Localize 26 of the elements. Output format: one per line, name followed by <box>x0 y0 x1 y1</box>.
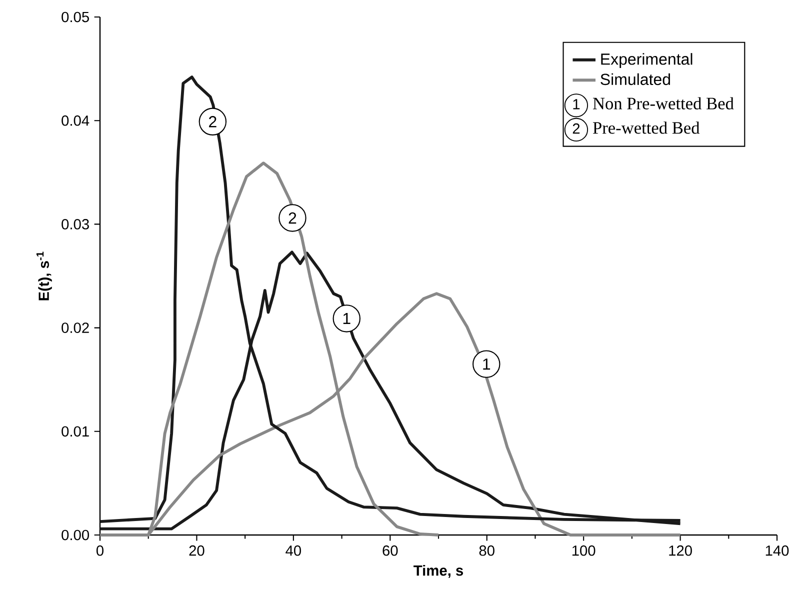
annotation: 2 <box>572 123 580 134</box>
y-tick-label: 0.02 <box>62 322 89 333</box>
x-tick-label: 80 <box>479 545 494 556</box>
annotation: Pre-wetted Bed <box>592 122 700 134</box>
y-tick-label: 0.00 <box>62 530 90 540</box>
legend-label: Experimental <box>601 53 692 68</box>
x-axis-title: Time, s <box>414 564 464 578</box>
x-tick-label: 20 <box>189 545 204 556</box>
annotation: 2 <box>209 116 216 128</box>
legend-label: Simulated <box>600 73 670 86</box>
x-tick-label: 60 <box>382 545 398 556</box>
x-tick-label: 0 <box>96 545 104 556</box>
x-tick-label: 100 <box>572 545 596 556</box>
x-tick-label: 120 <box>669 545 692 556</box>
y-tick-label: 0.01 <box>62 426 89 437</box>
y-tick-label: 0.04 <box>62 115 90 126</box>
annotation: Non Pre-wetted Bed <box>592 97 734 110</box>
y-tick-label: 0.03 <box>62 219 89 230</box>
y-tick-label: 0.05 <box>62 12 89 22</box>
y-axis-title: E(t), s$^{-1}$ <box>36 252 52 300</box>
x-tick-label: 140 <box>766 545 789 556</box>
annotation: 1 <box>343 312 350 324</box>
annotation: 2 <box>288 212 296 224</box>
annotation: 1 <box>573 99 580 110</box>
annotation: 1 <box>483 358 490 370</box>
x-tick-label: 40 <box>286 545 301 556</box>
